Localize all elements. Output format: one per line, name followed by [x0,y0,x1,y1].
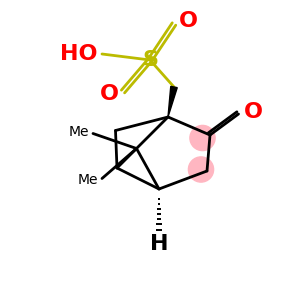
Polygon shape [168,86,177,117]
Text: O: O [178,11,197,31]
Circle shape [188,157,214,182]
Circle shape [190,125,215,151]
Text: H: H [150,234,168,254]
Text: Me: Me [69,125,89,139]
Text: Me: Me [78,173,98,187]
Text: HO: HO [60,44,98,64]
Text: S: S [142,50,158,70]
Text: O: O [100,85,118,104]
Text: O: O [244,103,263,122]
